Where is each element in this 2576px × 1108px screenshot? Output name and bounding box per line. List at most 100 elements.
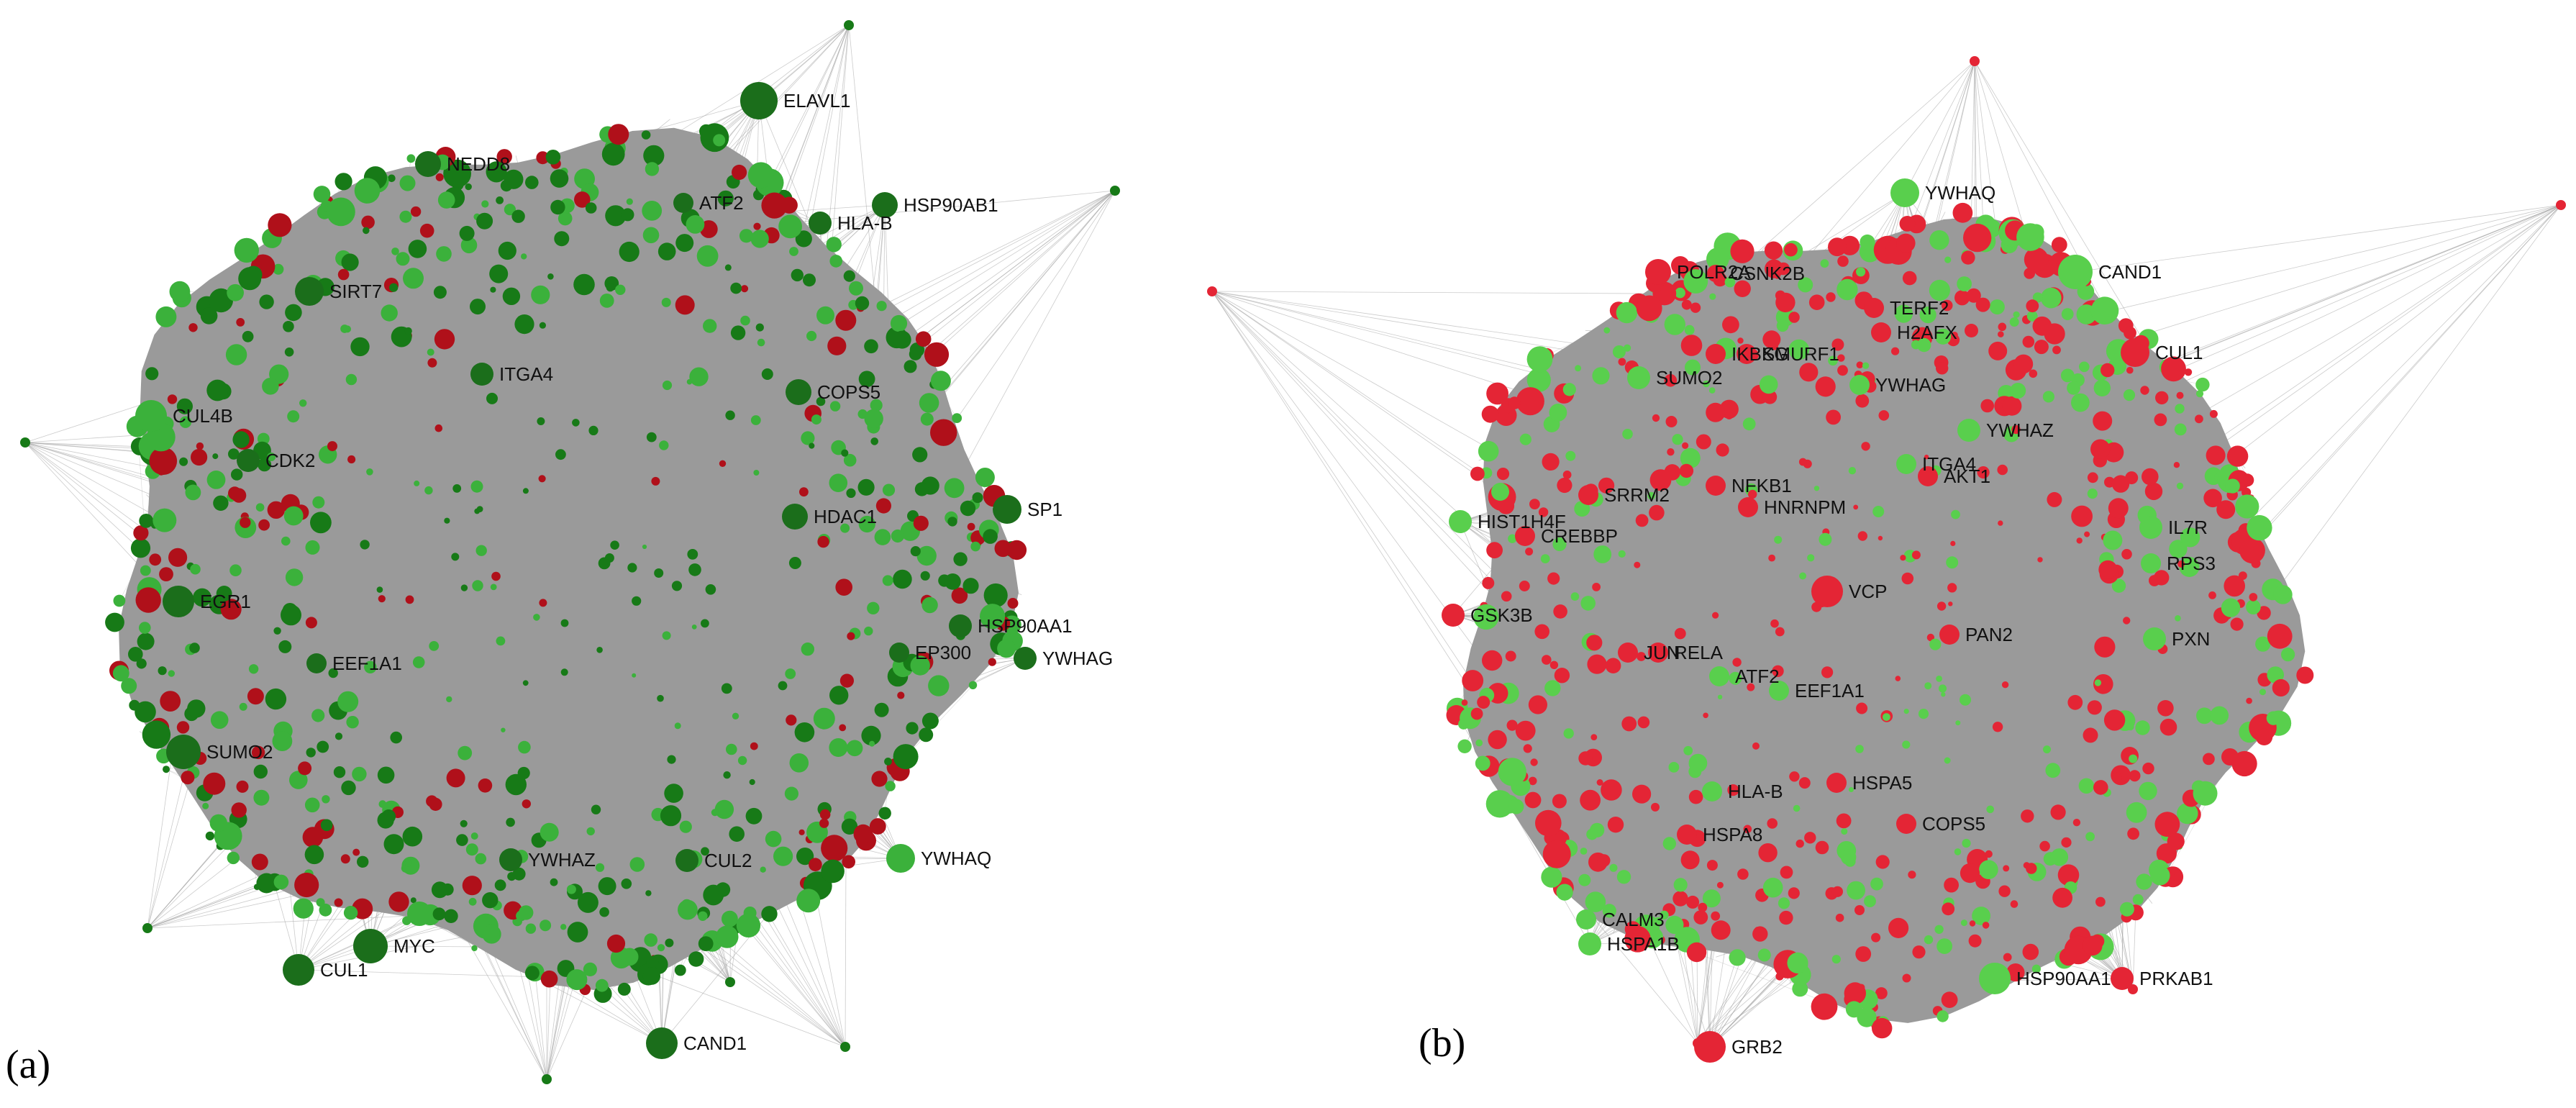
network-node bbox=[191, 449, 207, 466]
network-node bbox=[550, 200, 565, 214]
network-node bbox=[2084, 532, 2090, 537]
network-node bbox=[2071, 394, 2090, 412]
network-node bbox=[2067, 381, 2080, 395]
network-node bbox=[1760, 376, 1778, 394]
network-node bbox=[1690, 303, 1701, 313]
network-node bbox=[170, 281, 191, 302]
network-node bbox=[145, 367, 158, 380]
network-node bbox=[274, 875, 289, 890]
network-node bbox=[286, 568, 303, 586]
network-node bbox=[722, 911, 738, 927]
network-node bbox=[931, 371, 951, 391]
network-node bbox=[1941, 692, 1945, 696]
network-node bbox=[1777, 319, 1789, 332]
network-node bbox=[697, 245, 719, 267]
network-edge bbox=[2267, 205, 2562, 527]
network-node bbox=[284, 507, 304, 526]
network-node bbox=[236, 318, 245, 327]
network-node bbox=[2088, 489, 2098, 499]
network-node bbox=[1555, 668, 1570, 683]
network-node bbox=[897, 691, 904, 699]
network-node bbox=[566, 969, 587, 990]
network-node bbox=[188, 323, 197, 332]
network-node bbox=[1610, 864, 1618, 872]
network-node bbox=[619, 242, 640, 262]
network-node bbox=[1942, 902, 1954, 915]
gene-label: HSPA8 bbox=[1703, 824, 1762, 845]
network-node bbox=[1520, 434, 1532, 445]
network-panel-a: ELAVL1HSP90AB1NEDD8ATF2HLA-BSIRT7ITGA4CO… bbox=[20, 20, 1120, 1084]
network-node bbox=[2195, 378, 2209, 391]
network-node bbox=[1542, 655, 1552, 665]
network-node bbox=[2083, 727, 2098, 743]
outlier-node bbox=[844, 20, 854, 30]
network-node bbox=[1919, 709, 1929, 719]
network-node bbox=[1826, 410, 1841, 425]
network-node bbox=[1475, 740, 1483, 747]
gene-label: HSPA5 bbox=[1852, 772, 1912, 794]
network-node bbox=[835, 578, 852, 596]
network-node bbox=[803, 273, 816, 286]
gene-label: HDAC1 bbox=[814, 506, 877, 527]
network-node bbox=[2112, 475, 2129, 492]
network-node bbox=[911, 546, 921, 556]
network-node bbox=[322, 795, 329, 803]
network-node bbox=[1871, 933, 1880, 943]
network-node bbox=[2140, 386, 2149, 394]
network-node bbox=[731, 325, 745, 340]
network-node bbox=[1986, 806, 1994, 814]
network-node bbox=[1896, 234, 1916, 253]
network-node bbox=[1501, 591, 1512, 602]
hub-node bbox=[1578, 932, 1601, 955]
network-node bbox=[1787, 953, 1808, 973]
network-node bbox=[883, 484, 895, 496]
hub-node bbox=[353, 929, 388, 963]
network-node bbox=[496, 637, 506, 646]
network-node bbox=[791, 269, 804, 281]
network-node bbox=[540, 322, 546, 329]
network-node bbox=[523, 488, 529, 494]
network-node bbox=[1624, 345, 1631, 352]
network-node bbox=[2003, 953, 2012, 962]
network-node bbox=[2090, 440, 2110, 459]
outlier-node bbox=[1207, 286, 1217, 296]
network-node bbox=[1957, 276, 1972, 291]
network-node bbox=[1912, 945, 1925, 958]
hub-node bbox=[740, 82, 778, 119]
network-node bbox=[1675, 288, 1685, 299]
network-node bbox=[1837, 814, 1852, 829]
network-node bbox=[1675, 628, 1686, 640]
network-node bbox=[893, 331, 911, 349]
network-node bbox=[447, 768, 465, 787]
network-node bbox=[1470, 467, 1485, 481]
gene-label: IL7R bbox=[2168, 517, 2208, 538]
network-node bbox=[732, 713, 739, 719]
network-node bbox=[189, 642, 200, 653]
network-node bbox=[1937, 601, 1946, 610]
outlier-node bbox=[1970, 56, 1980, 66]
network-node bbox=[477, 506, 483, 512]
gene-label: MYC bbox=[393, 935, 435, 957]
network-node bbox=[1965, 324, 1978, 337]
network-node bbox=[607, 935, 625, 953]
network-node bbox=[789, 247, 798, 256]
network-node bbox=[237, 781, 249, 793]
network-node bbox=[919, 393, 939, 413]
network-node bbox=[1457, 740, 1471, 753]
hub-node bbox=[283, 954, 314, 986]
network-node bbox=[2154, 414, 2167, 427]
network-node bbox=[757, 339, 765, 347]
network-node bbox=[2041, 288, 2062, 309]
gene-label: POLR2A bbox=[1677, 261, 1751, 283]
network-node bbox=[471, 945, 477, 951]
network-node bbox=[2052, 346, 2061, 355]
network-node bbox=[748, 162, 774, 188]
network-node bbox=[1530, 758, 1537, 766]
network-node bbox=[1846, 1001, 1862, 1017]
network-node bbox=[1752, 926, 1767, 941]
network-node bbox=[1683, 746, 1693, 755]
network-node bbox=[511, 210, 524, 223]
network-node bbox=[466, 843, 478, 855]
network-node bbox=[738, 756, 747, 765]
network-node bbox=[1557, 478, 1572, 493]
